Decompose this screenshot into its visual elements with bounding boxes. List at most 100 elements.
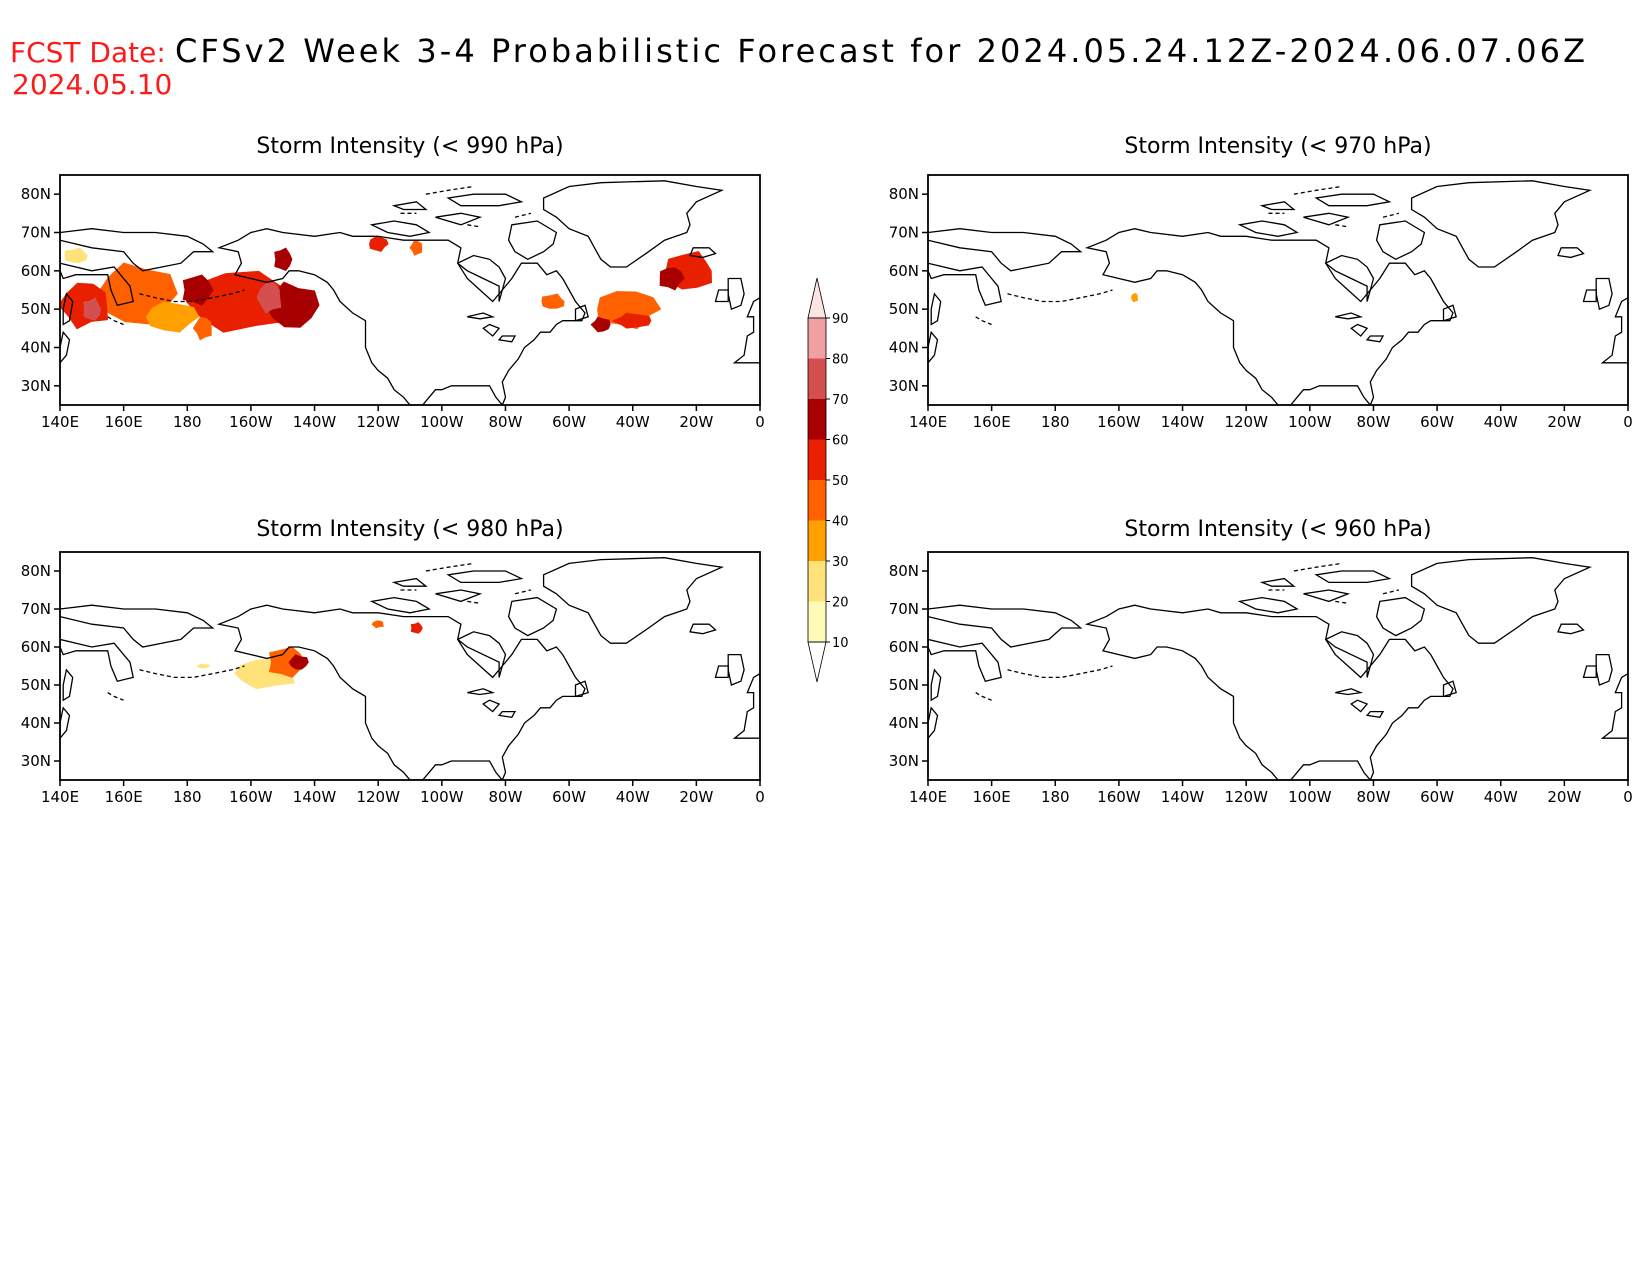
island-chain	[425, 185, 474, 195]
lon-tick-label: 140W	[1161, 413, 1205, 431]
colorbar-bottom-arrow	[807, 641, 827, 683]
island-chain	[1382, 589, 1400, 595]
coastline	[216, 228, 586, 405]
coastline	[1365, 710, 1385, 719]
lon-tick-label: 180	[1041, 788, 1070, 806]
lon-tick-label: 160W	[229, 413, 273, 431]
lon-tick-label: 180	[173, 788, 202, 806]
probability-area	[541, 293, 565, 309]
probability-area	[597, 291, 662, 330]
coastline	[1084, 604, 1454, 780]
coastline	[1303, 589, 1351, 603]
coastline	[1410, 557, 1593, 644]
lon-tick-label: 40W	[616, 788, 650, 806]
colorbar-segment	[808, 399, 826, 440]
coastline	[60, 262, 134, 307]
panel-960-frame	[927, 551, 1629, 781]
coastline	[60, 604, 215, 648]
island-chain	[1382, 212, 1400, 218]
lon-tick-label: 100W	[1288, 788, 1332, 806]
coastline	[1582, 289, 1597, 303]
lon-tick-label: 80W	[488, 788, 522, 806]
island-chain	[467, 600, 481, 604]
lat-tick-label: 40N	[889, 339, 919, 357]
probability-area	[256, 282, 282, 314]
coastline	[507, 220, 558, 261]
lon-tick-label: 140W	[293, 413, 337, 431]
island-chain	[467, 224, 481, 228]
island-chain	[107, 692, 124, 701]
island-chain	[1007, 289, 1113, 303]
lon-tick-label: 0	[755, 413, 765, 431]
coastline	[456, 631, 507, 679]
lon-tick-label: 20W	[1547, 413, 1581, 431]
coastline	[1259, 577, 1296, 587]
colorbar-tick-label: 10	[832, 636, 849, 651]
lon-tick-label: 80W	[1356, 788, 1390, 806]
lon-tick-label: 140E	[909, 788, 947, 806]
coastline	[1557, 247, 1585, 259]
colorbar-legend: 10 20 30 40 50 60 70 80 90	[807, 277, 849, 683]
lat-tick-label: 80N	[889, 562, 919, 580]
lon-tick-label: 0	[1623, 413, 1633, 431]
island-chain	[975, 692, 992, 701]
lat-tick-label: 40N	[889, 714, 919, 732]
probability-area	[659, 267, 685, 291]
island-chain	[139, 289, 245, 303]
colorbar-segment	[808, 520, 826, 561]
coastline	[1375, 220, 1426, 261]
coastline	[1335, 312, 1364, 320]
coastline	[928, 262, 1002, 307]
lon-tick-label: 160E	[105, 413, 143, 431]
panel-960-axes: 80N 70N 60N 50N 40N 30N 140E 160E 180 160W 140W 120…	[889, 562, 1633, 806]
lat-tick-label: 50N	[21, 300, 51, 318]
colorbar-tick-label: 90	[832, 312, 849, 327]
lat-tick-label: 70N	[889, 600, 919, 618]
island-chain	[139, 665, 245, 679]
island-chain	[425, 562, 474, 572]
lat-tick-label: 30N	[889, 377, 919, 395]
coastline	[482, 323, 501, 337]
lon-tick-label: 120W	[356, 788, 400, 806]
fcst-date-label: FCST Date:	[10, 36, 166, 69]
coastline	[542, 557, 725, 644]
coastline	[369, 596, 431, 614]
colorbar-segment	[808, 480, 826, 521]
coastline	[497, 335, 517, 343]
colorbar-tick-label: 50	[832, 474, 849, 489]
coastline	[1350, 699, 1369, 713]
lon-tick-label: 140W	[293, 788, 337, 806]
lon-tick-label: 60W	[552, 788, 586, 806]
coastline	[456, 254, 507, 303]
lat-tick-label: 50N	[21, 676, 51, 694]
lat-tick-label: 80N	[21, 562, 51, 580]
coastline	[369, 220, 431, 237]
lon-tick-label: 140E	[41, 413, 79, 431]
probability-area	[268, 646, 306, 678]
lat-tick-label: 70N	[21, 600, 51, 618]
lon-tick-label: 160E	[105, 788, 143, 806]
panel-990-probability-fill	[60, 236, 712, 341]
lon-tick-label: 120W	[356, 413, 400, 431]
colorbar-segment	[808, 439, 826, 480]
probability-area	[410, 622, 423, 634]
lat-tick-label: 50N	[889, 676, 919, 694]
coastline	[1595, 277, 1613, 311]
lon-tick-label: 180	[1041, 413, 1070, 431]
colorbar-tick-label: 80	[832, 353, 849, 368]
colorbar-segment	[808, 601, 826, 642]
coastline	[689, 247, 717, 259]
coastline	[435, 212, 483, 226]
colorbar-top-arrow	[807, 277, 827, 319]
lon-tick-label: 120W	[1224, 788, 1268, 806]
probability-area	[274, 247, 293, 271]
lon-tick-label: 160W	[1097, 413, 1141, 431]
island-chain	[107, 316, 124, 326]
probability-area	[590, 316, 611, 333]
lon-tick-label: 100W	[420, 413, 464, 431]
coastline	[482, 699, 501, 713]
coastline	[1324, 254, 1375, 303]
coastline	[930, 292, 942, 326]
coastline	[507, 596, 558, 637]
